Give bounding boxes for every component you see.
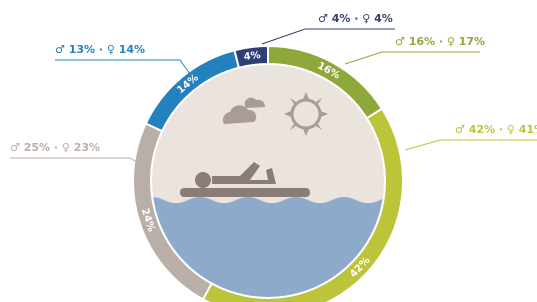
callout-label: ♂ 4% · ♀ 4% xyxy=(318,12,393,25)
leader-line xyxy=(10,158,150,170)
callout-label: ♂ 13% · ♀ 14% xyxy=(55,43,145,56)
callout-label: ♂ 42% · ♀ 41% xyxy=(455,123,537,136)
leader-line xyxy=(345,52,480,64)
callout-label: ♂ 25% · ♀ 23% xyxy=(10,141,100,154)
leader-line xyxy=(262,29,395,44)
leader-line xyxy=(405,140,537,150)
callout-label: ♂ 16% · ♀ 17% xyxy=(395,35,485,48)
leader-line xyxy=(55,60,190,74)
segment-label: 4% xyxy=(243,50,261,63)
chart: 16%♂ 16% · ♀ 17%42%♂ 42% · ♀ 41%24%♂ 25%… xyxy=(0,0,537,302)
